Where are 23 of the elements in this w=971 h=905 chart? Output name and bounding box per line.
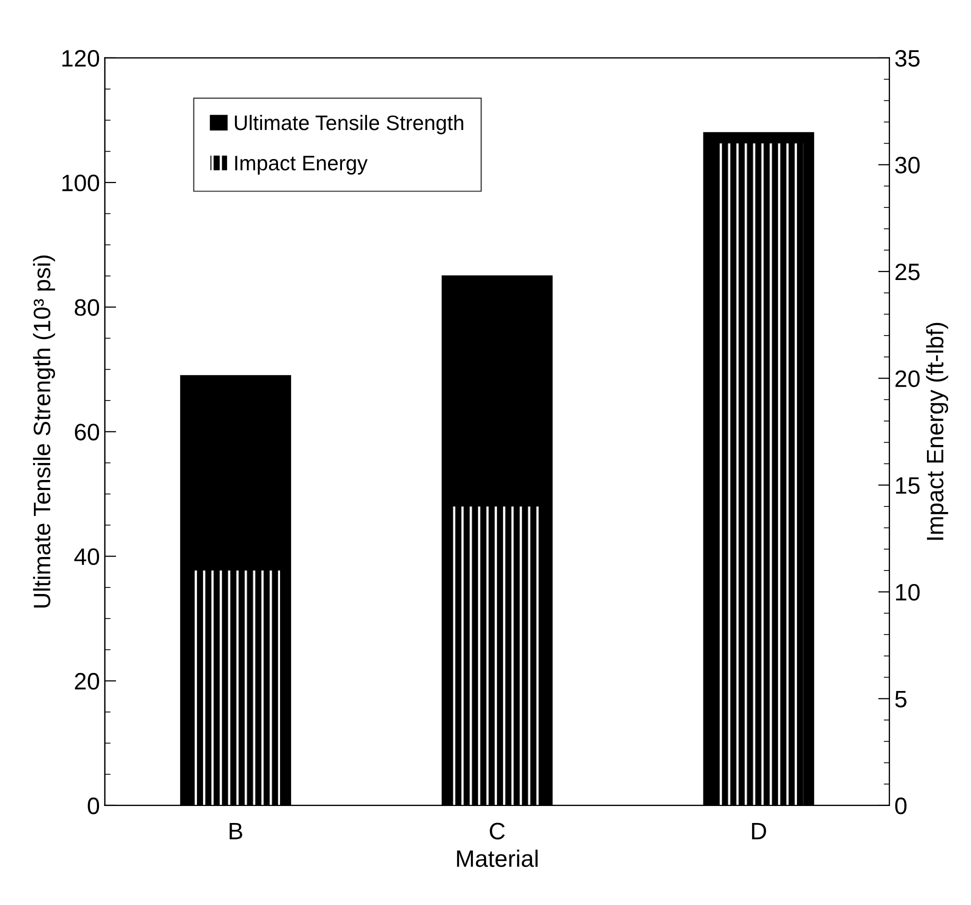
- x-tick-label: D: [752, 822, 766, 840]
- y2-tick-label: 20: [895, 370, 920, 388]
- y-tick-label: 60: [74, 424, 100, 440]
- y2-tick-label: 15: [896, 477, 920, 494]
- legend-label: Impact Energy: [235, 156, 368, 175]
- x-axis-title: Material: [457, 850, 538, 868]
- y-tick-label: 0: [88, 798, 100, 814]
- x-tick-label: B: [230, 822, 242, 840]
- y2-tick-label: 30: [895, 156, 920, 174]
- y-tick-label: 100: [62, 174, 100, 192]
- y-tick-label: 120: [62, 50, 100, 67]
- y2-tick-label: 0: [895, 798, 907, 814]
- y2-axis-title: Impact Energy (ft-lbf): [926, 322, 948, 540]
- y-tick-label: 40: [74, 548, 100, 566]
- y2-tick-label: 35: [895, 50, 920, 67]
- y-tick-label: 80: [74, 299, 100, 316]
- y2-tick-label: 10: [896, 584, 920, 601]
- y-tick-label: 20: [74, 672, 100, 690]
- y-axis-title: Ultimate Tensile Strength (10³ psi): [33, 256, 56, 608]
- y2-tick-label: 5: [895, 690, 906, 708]
- y2-tick-label: 25: [895, 264, 920, 280]
- legend-label: Ultimate Tensile Strength: [234, 114, 464, 134]
- x-tick-label: C: [490, 822, 505, 840]
